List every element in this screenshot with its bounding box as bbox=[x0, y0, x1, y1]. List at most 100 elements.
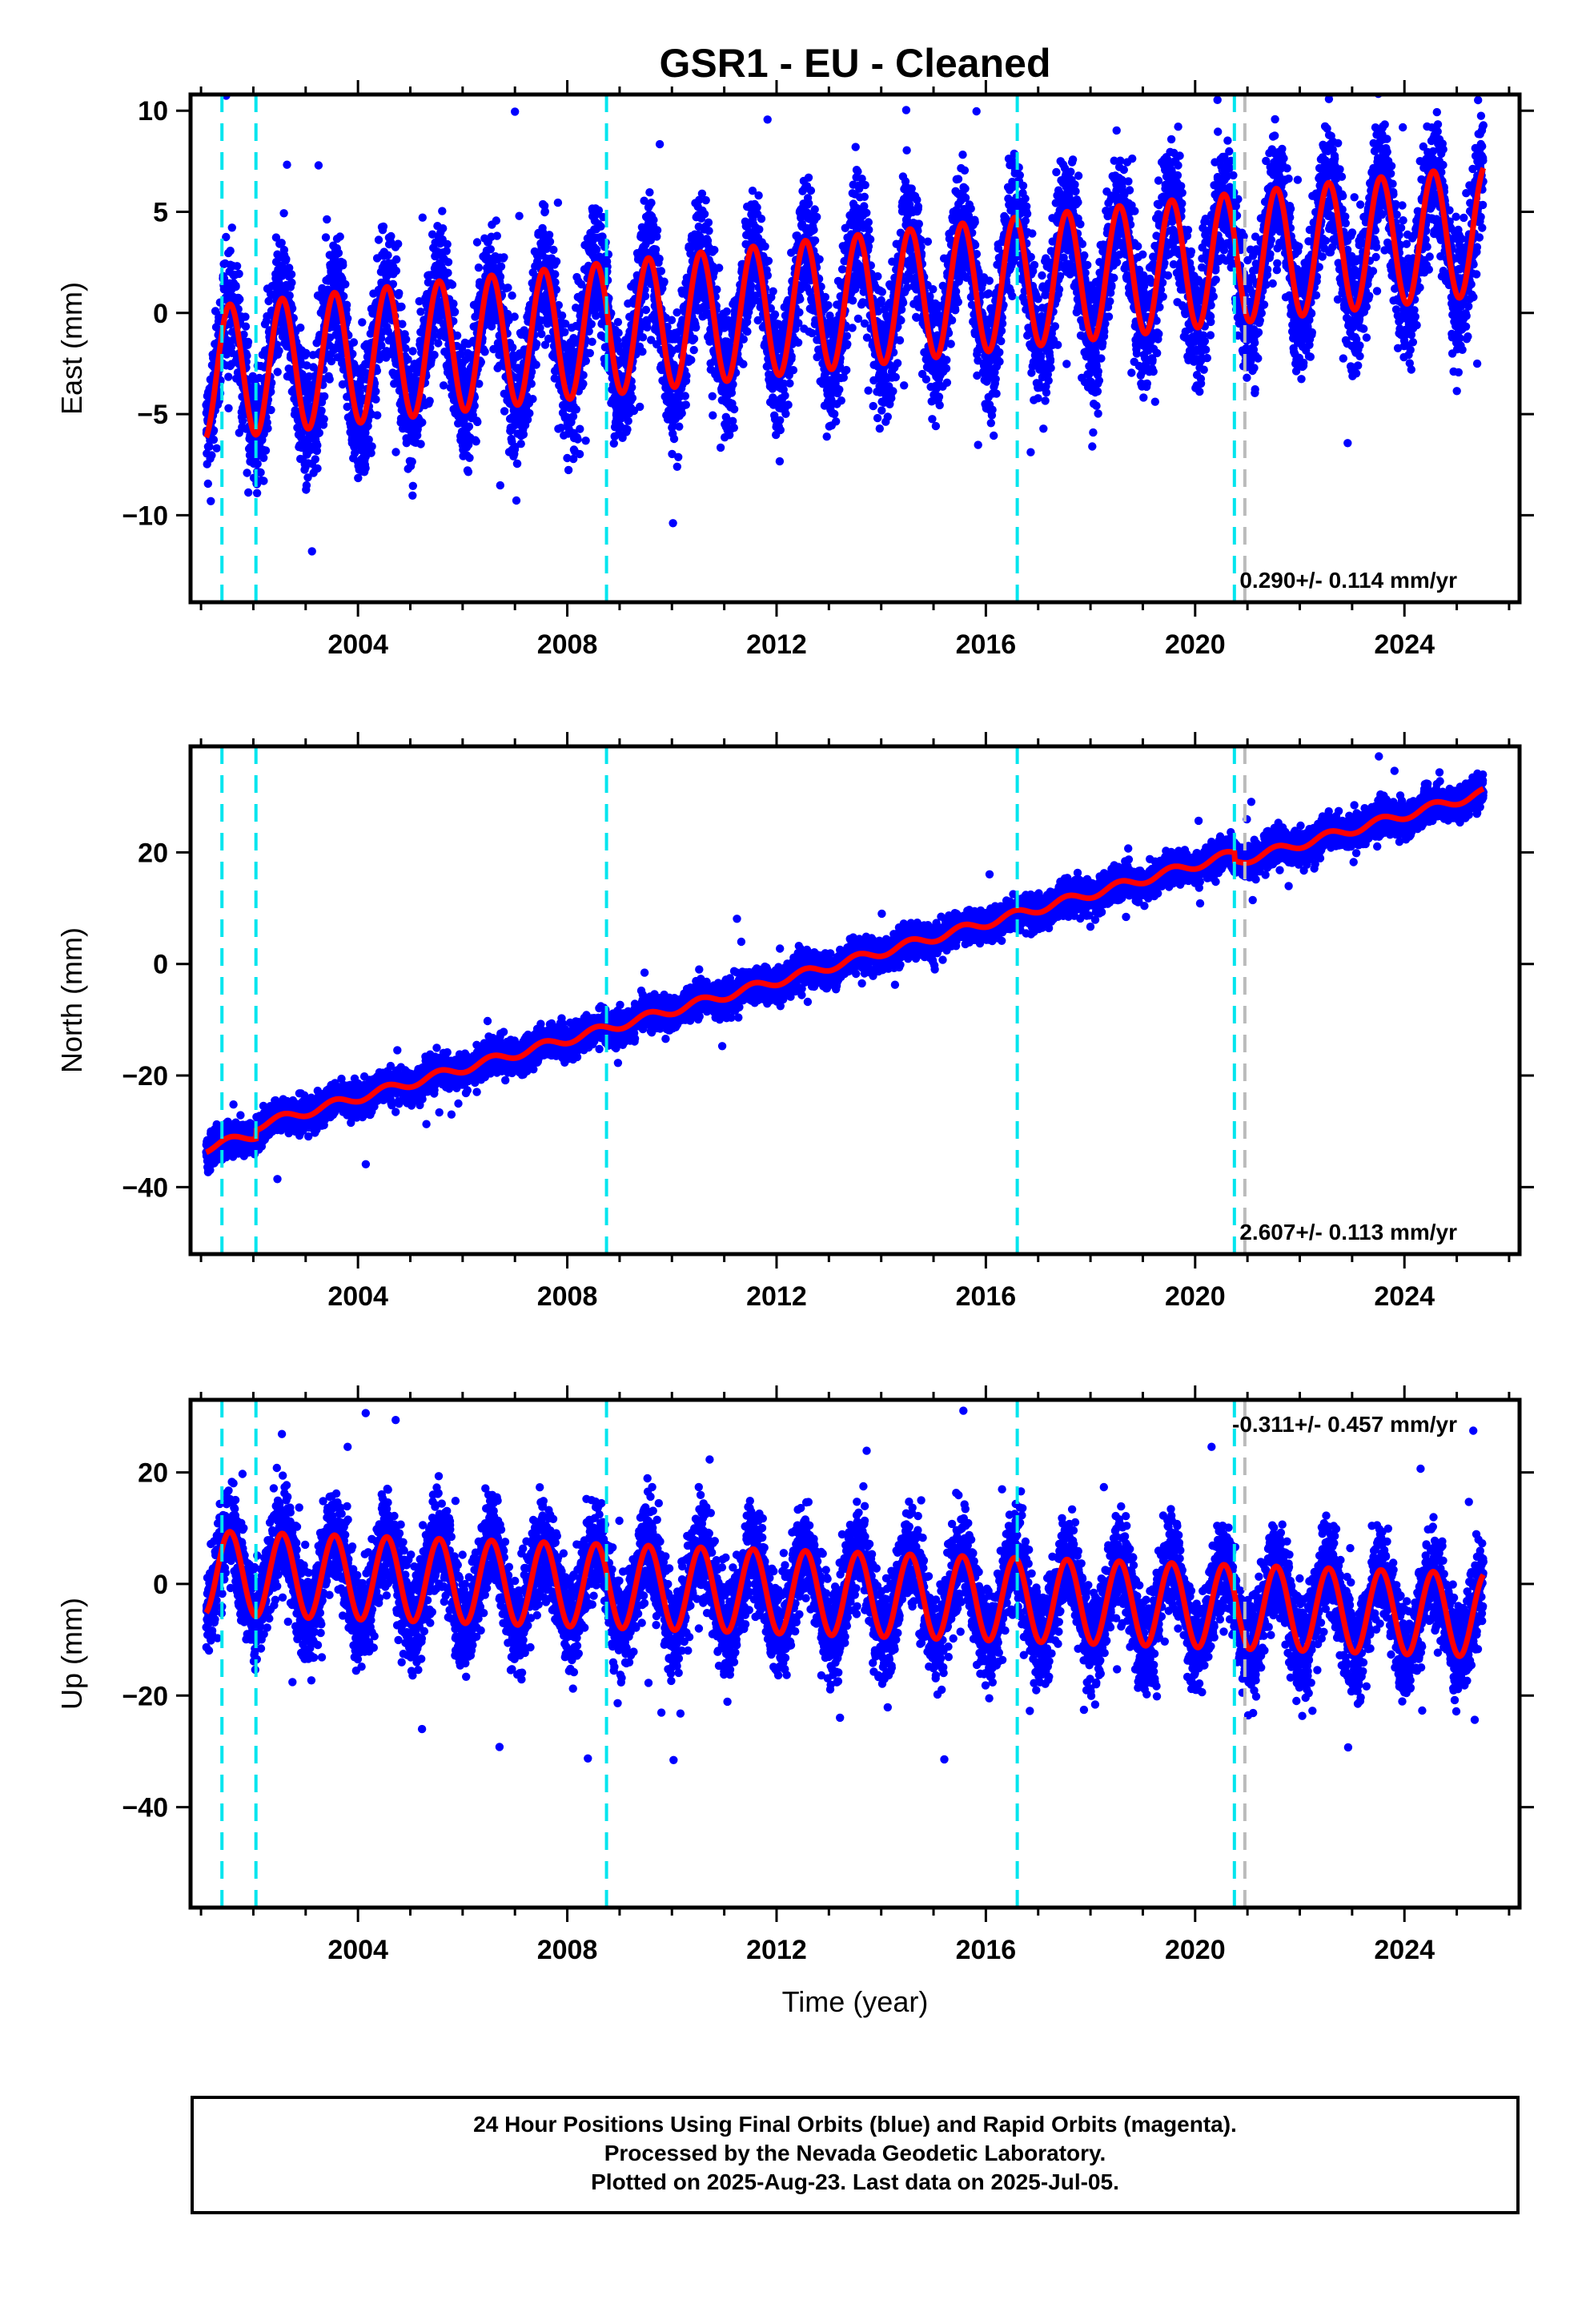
east-data-point bbox=[649, 215, 658, 224]
east-data-point bbox=[207, 451, 216, 460]
east-data-point bbox=[667, 316, 677, 324]
east-data-point bbox=[402, 335, 411, 344]
east-data-point bbox=[713, 285, 721, 294]
east-data-point bbox=[743, 327, 752, 336]
east-data-point bbox=[226, 247, 235, 255]
east-data-point bbox=[804, 173, 813, 182]
east-data-point bbox=[354, 473, 363, 483]
east-data-point bbox=[587, 320, 596, 328]
east-data-point bbox=[837, 396, 846, 405]
east-data-point bbox=[307, 547, 316, 556]
east-data-point bbox=[727, 388, 737, 397]
east-data-point bbox=[277, 239, 286, 247]
east-data-point bbox=[397, 302, 406, 312]
east-data-point bbox=[842, 365, 851, 375]
east-data-point bbox=[241, 312, 250, 321]
east-data-point bbox=[652, 226, 662, 235]
east-data-point bbox=[557, 311, 567, 320]
east-data-point bbox=[628, 393, 637, 403]
east-data-point bbox=[549, 245, 558, 255]
east-data-point bbox=[418, 418, 427, 427]
east-data-point bbox=[645, 188, 654, 197]
east-data-point bbox=[358, 318, 367, 327]
east-data-point bbox=[636, 402, 644, 412]
east-data-point bbox=[793, 338, 803, 347]
east-data-point bbox=[865, 225, 873, 235]
east-data-point bbox=[873, 271, 882, 281]
east-data-point bbox=[224, 404, 233, 412]
east-data-point bbox=[443, 239, 452, 249]
east-data-point bbox=[207, 497, 215, 505]
east-data-point bbox=[465, 453, 474, 462]
east-data-point bbox=[343, 402, 351, 412]
east-data-point bbox=[842, 332, 852, 340]
east-data-point bbox=[873, 413, 882, 423]
east-data-point bbox=[496, 480, 504, 490]
east-data-point bbox=[303, 473, 312, 482]
east-data-point bbox=[444, 258, 453, 267]
east-data-point bbox=[464, 468, 473, 476]
east-data-point bbox=[325, 375, 334, 384]
east-data-point bbox=[795, 308, 804, 317]
east-data-point bbox=[704, 218, 713, 227]
east-data-point bbox=[391, 448, 400, 456]
east-data-point bbox=[313, 464, 322, 473]
east-data-point bbox=[279, 209, 288, 218]
east-data-point bbox=[822, 432, 831, 441]
east-data-point bbox=[496, 262, 506, 271]
east-data-point bbox=[222, 232, 231, 242]
east-data-point bbox=[510, 312, 519, 321]
east-data-point bbox=[716, 443, 725, 452]
east-data-point bbox=[319, 415, 328, 424]
east-data-point bbox=[418, 213, 427, 222]
east-data-point bbox=[313, 440, 322, 450]
east-data-point bbox=[349, 338, 359, 347]
east-data-point bbox=[897, 316, 905, 325]
east-data-point bbox=[472, 238, 482, 247]
east-data-point bbox=[224, 372, 233, 381]
east-data-point bbox=[408, 457, 416, 466]
east-data-point bbox=[392, 255, 401, 264]
east-data-point bbox=[883, 412, 893, 421]
east-data-point bbox=[848, 296, 857, 305]
east-data-point bbox=[641, 305, 651, 315]
east-data-point bbox=[776, 416, 785, 424]
east-data-point bbox=[515, 211, 524, 220]
east-data-point bbox=[259, 476, 268, 485]
east-data-point bbox=[862, 208, 871, 217]
east-data-point bbox=[770, 310, 780, 319]
east-data-point bbox=[775, 456, 785, 466]
east-data-point bbox=[334, 248, 343, 258]
east-data-point bbox=[651, 245, 661, 254]
east-data-point bbox=[689, 345, 698, 355]
east-data-point bbox=[212, 444, 221, 452]
east-data-point bbox=[439, 381, 448, 390]
east-data-point bbox=[592, 245, 601, 254]
chart-title: GSR1 - EU - Cleaned bbox=[660, 41, 1051, 86]
east-data-point bbox=[755, 225, 764, 234]
east-data-point bbox=[891, 372, 901, 382]
east-data-point bbox=[865, 235, 875, 244]
east-data-point bbox=[564, 465, 573, 475]
east-data-point bbox=[256, 468, 265, 477]
east-data-point bbox=[301, 348, 311, 357]
east-data-point bbox=[516, 440, 525, 448]
east-data-point bbox=[367, 442, 376, 451]
east-data-point bbox=[472, 437, 480, 446]
east-data-point bbox=[700, 210, 709, 219]
east-data-point bbox=[351, 448, 359, 457]
east-data-point bbox=[832, 417, 841, 426]
east-data-point bbox=[673, 308, 681, 317]
east-data-point bbox=[434, 339, 443, 348]
east-data-point bbox=[757, 215, 766, 223]
east-data-point bbox=[527, 380, 536, 388]
east-data-point bbox=[763, 271, 772, 280]
east-data-point bbox=[532, 360, 540, 369]
east-data-point bbox=[692, 323, 701, 332]
east-data-point bbox=[647, 199, 656, 207]
east-data-point bbox=[486, 245, 495, 254]
east-data-point bbox=[283, 160, 291, 169]
east-data-point bbox=[374, 235, 383, 244]
east-data-point bbox=[480, 348, 489, 356]
